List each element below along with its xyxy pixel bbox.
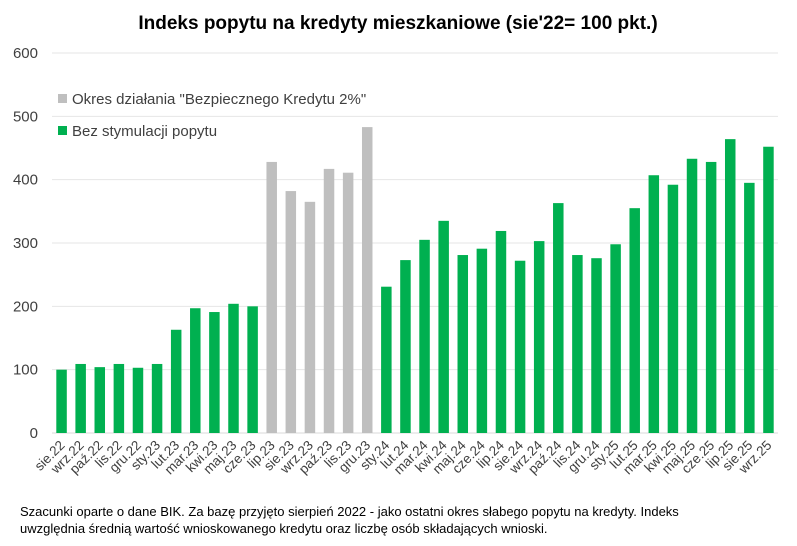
bar-kwi.23	[209, 312, 220, 433]
bar-wrz.22	[75, 363, 86, 433]
bar-maj.25	[686, 158, 698, 433]
bar-paź.23	[323, 168, 335, 433]
legend-label-bk2: Okres działania "Bezpiecznego Kredytu 2%…	[72, 91, 366, 108]
bar-lut.25	[629, 208, 640, 433]
bar-gru.24	[591, 258, 602, 433]
y-tick-label: 0	[30, 425, 38, 442]
y-tick-label: 300	[13, 235, 38, 252]
bar-maj.23	[228, 303, 239, 433]
bar-maj.24	[457, 255, 469, 433]
bar-paź.22	[94, 367, 106, 433]
bar-kwi.24	[438, 220, 449, 433]
y-tick-label: 500	[13, 108, 38, 125]
bar-cze.25	[705, 161, 717, 433]
bar-sty.23	[151, 363, 163, 433]
bar-sty.25	[610, 244, 621, 433]
bar-sie.22	[56, 369, 67, 433]
bar-lip.24	[495, 230, 507, 433]
bar-lip.23	[266, 161, 277, 433]
bar-lis.23	[342, 172, 354, 433]
legend-swatch-bk2	[58, 94, 67, 103]
y-tick-label: 600	[13, 45, 38, 62]
y-tick-label: 400	[13, 172, 38, 189]
bar-sty.24	[381, 286, 392, 433]
footnote-line-1: Szacunki oparte o dane BIK. Za bazę przy…	[20, 504, 679, 519]
bar-sie.23	[285, 191, 297, 433]
bar-kwi.25	[667, 184, 679, 433]
bar-cze.23	[247, 306, 258, 433]
bar-mar.24	[419, 239, 430, 433]
chart-title: Indeks popytu na kredyty mieszkaniowe (s…	[138, 13, 657, 34]
legend-swatch-no-stimulus	[58, 126, 67, 135]
bar-sie.24	[514, 260, 526, 433]
bar-wrz.23	[304, 201, 316, 433]
bar-lis.24	[572, 255, 583, 433]
bar-sie.25	[744, 182, 755, 433]
bar-cze.24	[476, 248, 488, 433]
y-tick-label: 200	[13, 298, 38, 315]
footnote-line-2: uwzględnia średnią wartość wnioskowanego…	[20, 521, 548, 536]
bar-lip.25	[724, 139, 736, 433]
bar-gru.22	[132, 367, 144, 433]
bar-lis.22	[113, 363, 125, 433]
bar-lut.24	[400, 260, 411, 433]
bar-wrz.24	[533, 241, 545, 433]
legend: Okres działania "Bezpiecznego Kredytu 2%…	[58, 91, 366, 140]
bar-lut.23	[170, 329, 182, 433]
bar-mar.23	[190, 308, 201, 433]
legend-label-no-stimulus: Bez stymulacji popytu	[72, 123, 217, 140]
bar-paź.24	[553, 203, 564, 433]
bar-gru.23	[361, 127, 373, 433]
y-tick-label: 100	[13, 362, 38, 379]
bar-mar.25	[648, 175, 660, 433]
bar-wrz.25	[763, 146, 774, 433]
